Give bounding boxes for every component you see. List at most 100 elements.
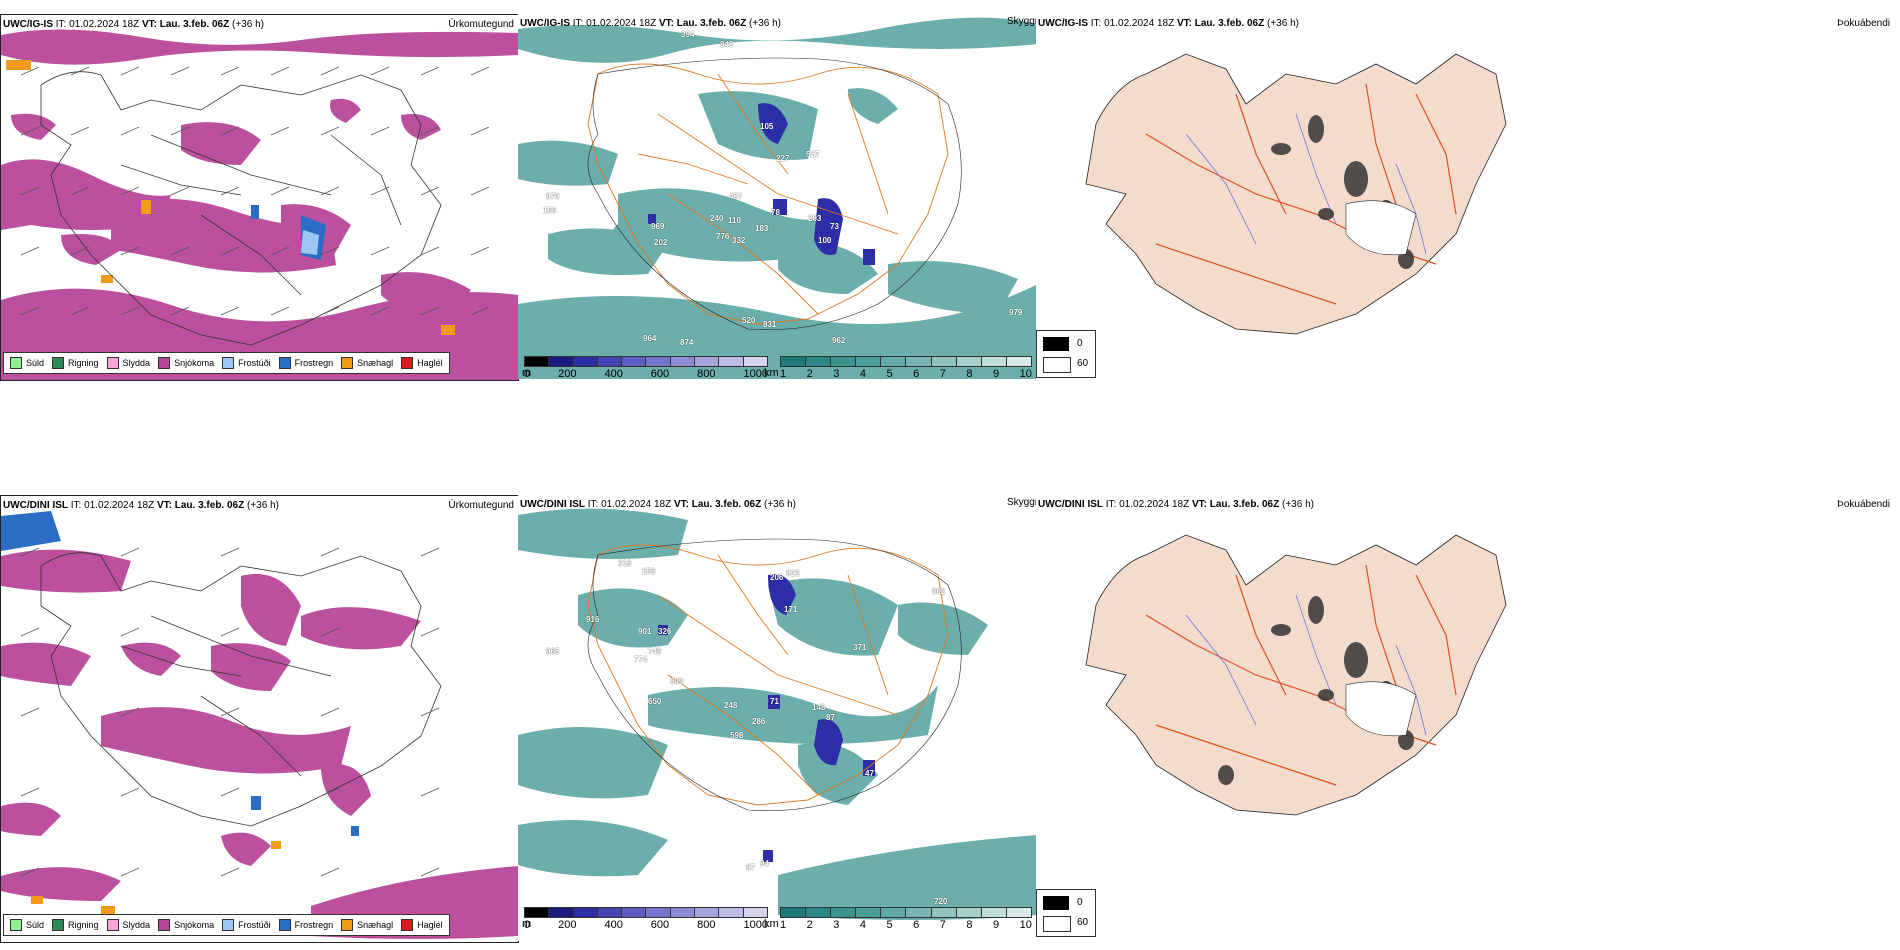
legend-swatch bbox=[106, 919, 119, 931]
legend-item: Súld bbox=[10, 357, 44, 369]
vt-label: VT: bbox=[1176, 18, 1192, 29]
legend-item: Slydda bbox=[106, 357, 151, 369]
fog-legend: 0 60 bbox=[1036, 889, 1096, 937]
ceiling-label: 240 bbox=[710, 214, 724, 223]
panel-header: UWC/IG-IS IT: 01.02.2024 18Z VT: Lau. 3.… bbox=[3, 19, 264, 30]
tick-label: 400 bbox=[604, 368, 623, 379]
ceiling-label: 250 bbox=[642, 567, 656, 576]
it-value: 01.02.2024 18Z bbox=[1119, 499, 1190, 510]
legend-label: Snæhagl bbox=[357, 920, 394, 930]
ceiling-unit: m bbox=[522, 367, 532, 379]
model-name: UWC/DINI ISL bbox=[1038, 499, 1103, 510]
legend-label: Snæhagl bbox=[357, 358, 394, 368]
ceiling-colorbar: 0 200 400 600 800 1000 m bbox=[522, 907, 768, 931]
tick-label: 200 bbox=[558, 919, 577, 931]
legend-swatch bbox=[10, 919, 22, 931]
vt-value: Lau. 3.feb. 06Z bbox=[1194, 18, 1265, 29]
precip-type-map-row1 bbox=[1, 29, 518, 380]
legend-swatch bbox=[158, 919, 171, 931]
tick-label: 5 bbox=[886, 368, 893, 379]
ceiling-label: 831 bbox=[763, 320, 777, 329]
tick-label: 0 bbox=[524, 919, 531, 931]
legend-swatch bbox=[278, 919, 291, 931]
ceiling-label: 78 bbox=[771, 208, 780, 217]
ceiling-label: 227 bbox=[776, 154, 790, 163]
vt-value: Lau. 3.feb. 06Z bbox=[159, 19, 230, 30]
visibility-panel-row2: UWC/DINI ISL IT: 01.02.2024 18Z VT: Lau.… bbox=[518, 495, 1038, 941]
legend-item: Snjókoma bbox=[158, 357, 214, 369]
legend-item: Snjókoma bbox=[158, 919, 214, 931]
tick-label: 8 bbox=[966, 368, 973, 379]
panel-title: Úrkomutegund bbox=[448, 500, 514, 511]
ceiling-label: 332 bbox=[732, 236, 746, 245]
ceiling-label: 183 bbox=[755, 224, 769, 233]
visibility-unit: km bbox=[764, 367, 779, 379]
precip-type-panel-row2: UWC/DINI ISL IT: 01.02.2024 18Z VT: Lau.… bbox=[0, 495, 519, 943]
legend-swatch bbox=[401, 919, 414, 931]
ceiling-label: 248 bbox=[724, 701, 738, 710]
it-value: 01.02.2024 18Z bbox=[601, 499, 672, 510]
visibility-panel-row1: UWC/IG-IS IT: 01.02.2024 18Z VT: Lau. 3.… bbox=[518, 14, 1038, 379]
lead-time: (+36 h) bbox=[247, 500, 279, 511]
legend-item: Frostúði bbox=[222, 919, 271, 931]
ceiling-label: 394 bbox=[681, 30, 695, 39]
panel-title: Þokuábendi bbox=[1837, 18, 1890, 29]
legend-swatch bbox=[278, 357, 291, 369]
tick-label: 9 bbox=[993, 368, 1000, 379]
it-value: 01.02.2024 18Z bbox=[1104, 18, 1175, 29]
fog-legend-label: 0 bbox=[1077, 897, 1083, 908]
ceiling-label: 171 bbox=[784, 605, 798, 614]
visibility-title: Skyggni bbox=[1007, 16, 1043, 27]
it-label: IT: bbox=[572, 18, 584, 29]
ceiling-label: 520 bbox=[742, 316, 756, 325]
fog-legend-label: 0 bbox=[1077, 338, 1083, 349]
legend-label: Frostregn bbox=[294, 358, 334, 368]
vt-value: Lau. 3.feb. 06Z bbox=[691, 499, 762, 510]
ceiling-label: 598 bbox=[730, 731, 744, 740]
legend-item: Slydda bbox=[106, 919, 150, 931]
legend-swatch bbox=[10, 357, 22, 369]
fog-legend-white bbox=[1043, 916, 1071, 932]
visibility-colorbar-bar bbox=[780, 907, 1032, 918]
ceiling-label: 100 bbox=[818, 236, 832, 245]
tick-label: 800 bbox=[697, 368, 716, 379]
legend-item: Frostregn bbox=[278, 919, 333, 931]
precip-type-panel-row1: UWC/IG-IS IT: 01.02.2024 18Z VT: Lau. 3.… bbox=[0, 14, 519, 381]
legend-item: Haglél bbox=[401, 357, 443, 369]
ceiling-label: 527 bbox=[806, 150, 820, 159]
tick-label: 10 bbox=[1019, 368, 1032, 379]
panel-title: Þokuábendi bbox=[1837, 499, 1890, 510]
legend-swatch bbox=[52, 919, 65, 931]
fog-panel-row1: UWC/IG-IS IT: 01.02.2024 18Z VT: Lau. 3.… bbox=[1036, 14, 1900, 379]
panel-header: UWC/DINI ISL IT: 01.02.2024 18Z VT: Lau.… bbox=[520, 499, 796, 510]
ceiling-label: 923 bbox=[786, 569, 800, 578]
legend-label: Haglél bbox=[417, 920, 443, 930]
tick-label: 6 bbox=[913, 368, 920, 379]
legend-label: Frostúði bbox=[238, 358, 271, 368]
legend-label: Frostúði bbox=[238, 920, 271, 930]
visibility-map-row1 bbox=[518, 17, 1038, 379]
ceiling-label: 774 bbox=[634, 655, 648, 664]
ceiling-label: 843 bbox=[720, 40, 734, 49]
legend-label: Slydda bbox=[122, 358, 151, 368]
tick-label: 400 bbox=[604, 919, 623, 931]
legend-label: Snjókoma bbox=[174, 358, 215, 368]
lead-time: (+36 h) bbox=[764, 499, 796, 510]
vt-label: VT: bbox=[141, 19, 157, 30]
ceiling-colorbar: 0 200 400 600 800 1000 m bbox=[522, 356, 768, 379]
tick-label: 1 bbox=[780, 368, 787, 379]
model-name: UWC/DINI ISL bbox=[3, 500, 68, 511]
ceiling-label: 148 bbox=[812, 703, 826, 712]
visibility-unit: km bbox=[764, 918, 779, 930]
legend-swatch bbox=[106, 357, 119, 369]
vt-label: VT: bbox=[673, 499, 689, 510]
model-name: UWC/IG-IS bbox=[3, 19, 53, 30]
vt-label: VT: bbox=[658, 18, 674, 29]
ceiling-label: 965 bbox=[546, 647, 560, 656]
ceiling-label: 87 bbox=[826, 713, 835, 722]
tick-label: 9 bbox=[993, 919, 1000, 931]
ceiling-label: 202 bbox=[654, 238, 668, 247]
visibility-ticks: 1 2 3 4 5 6 7 8 9 10 bbox=[780, 368, 1032, 379]
ceiling-label: 73 bbox=[830, 222, 839, 231]
ceiling-label: 326 bbox=[658, 627, 672, 636]
